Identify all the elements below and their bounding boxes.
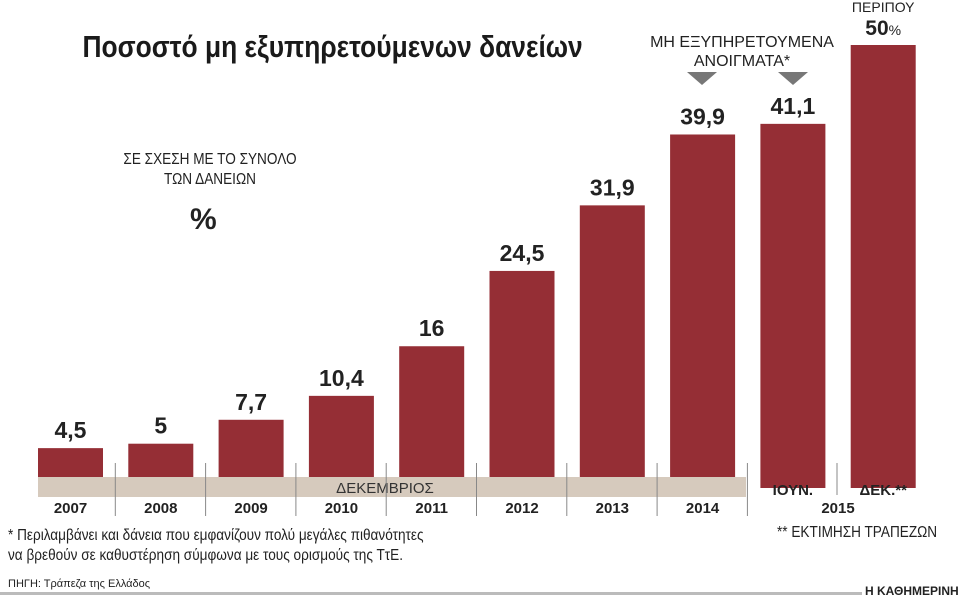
x-tick-1: 2008 bbox=[144, 500, 177, 517]
value-label-6: 31,9 bbox=[590, 174, 635, 200]
annotation-line-2: ΑΝΟΙΓΜΑΤΑ* bbox=[694, 53, 790, 70]
x-tick-3: 2010 bbox=[325, 500, 358, 517]
value-label-2: 7,7 bbox=[235, 389, 267, 415]
x-tick-8: ΙΟΥΝ. bbox=[773, 482, 813, 499]
bar-8 bbox=[760, 123, 826, 488]
annotation-line-1: ΜΗ ΕΞΥΠΗΡΕΤΟΥΜΕΝΑ bbox=[650, 34, 834, 51]
x-tick-4: 2011 bbox=[415, 500, 448, 517]
value-label-4: 16 bbox=[419, 315, 445, 341]
unit-label: % bbox=[190, 203, 217, 236]
footnote-1: * Περιλαμβάνει και δάνεια που εμφανίζουν… bbox=[8, 527, 424, 544]
x-tick-7: 2014 bbox=[686, 500, 720, 517]
footnote-1b: να βρεθούν σε καθυστέρηση σύμφωνα με του… bbox=[8, 547, 403, 564]
bar-9 bbox=[850, 45, 916, 488]
brand-logo: Η ΚΑΘΗΜΕΡΙΝΗ bbox=[865, 584, 959, 598]
bar-7 bbox=[670, 134, 736, 488]
value-label-8: 41,1 bbox=[771, 93, 816, 119]
x-group-2015: 2015 bbox=[821, 500, 854, 517]
bar-2 bbox=[218, 419, 284, 488]
divider bbox=[0, 592, 862, 595]
arrow-icon-1 bbox=[778, 72, 808, 85]
chart-subtitle: ΣΕ ΣΧΕΣΗ ΜΕ ΤΟ ΣΥΝΟΛΟ ΤΩΝ ΔΑΝΕΙΩΝ bbox=[123, 151, 297, 188]
value-label-3: 10,4 bbox=[319, 365, 364, 391]
x-tick-0: 2007 bbox=[54, 500, 87, 517]
value-label-9: 50% bbox=[865, 17, 901, 40]
x-tick-9: ΔΕΚ.** bbox=[859, 482, 907, 499]
month-band bbox=[38, 477, 746, 497]
value-label-5: 24,5 bbox=[500, 240, 545, 266]
value-label-1: 5 bbox=[154, 413, 167, 439]
x-tick-2: 2009 bbox=[234, 500, 267, 517]
bar-4 bbox=[399, 346, 465, 488]
source: ΠΗΓΗ: Τράπεζα της Ελλάδος bbox=[8, 578, 151, 590]
bar-5 bbox=[489, 270, 555, 488]
bar-3 bbox=[308, 395, 374, 488]
value-label-7: 39,9 bbox=[680, 103, 725, 129]
x-tick-5: 2012 bbox=[505, 500, 538, 517]
arrow-icon-0 bbox=[687, 72, 717, 85]
x-tick-6: 2013 bbox=[596, 500, 629, 517]
band-label: ΔΕΚΕΜΒΡΙΟΣ bbox=[336, 480, 434, 497]
value-prefix: ΠΕΡΙΠΟΥ bbox=[852, 0, 915, 15]
footnote-2: ** ΕΚΤΙΜΗΣΗ ΤΡΑΠΕΖΩΝ bbox=[777, 524, 938, 541]
bar-6 bbox=[579, 205, 645, 488]
value-label-0: 4,5 bbox=[55, 417, 87, 443]
